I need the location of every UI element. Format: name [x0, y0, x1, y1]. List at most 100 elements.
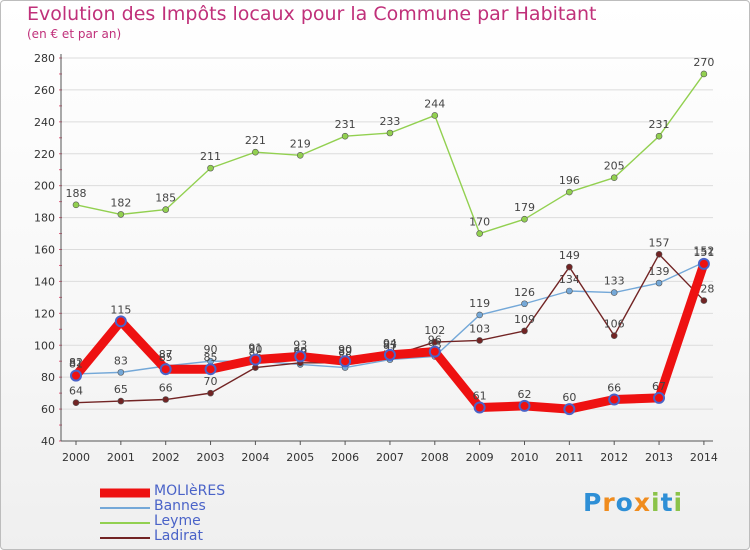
- logo-letter: i: [673, 488, 684, 517]
- data-label-moli-res: 94: [383, 337, 397, 350]
- x-tick-label: 2002: [152, 451, 180, 464]
- line-chart: 40 60 80 100 120 140 160 180 200 220 240 260 280 2000…: [34, 52, 718, 464]
- legend-label: Bannes: [154, 498, 206, 514]
- y-tick-label: 260: [34, 84, 55, 97]
- x-tick-label: 2006: [331, 451, 359, 464]
- data-point-ladirat: [117, 397, 125, 405]
- data-label-ladirat: 106: [604, 318, 625, 331]
- data-label-leyme: 170: [469, 216, 490, 229]
- data-label-moli-res: 96: [428, 334, 442, 347]
- data-point-moli-res: [608, 393, 621, 406]
- y-tick-label: 160: [34, 244, 55, 257]
- data-point-leyme: [162, 206, 169, 213]
- data-label-moli-res: 93: [293, 338, 307, 351]
- logo-letter: o: [615, 488, 634, 517]
- data-point-moli-res: [428, 345, 441, 358]
- data-label-ladirat: 66: [159, 382, 173, 395]
- y-tick-label: 120: [34, 307, 55, 320]
- data-point-moli-res: [114, 315, 127, 328]
- legend-item-ladirat: Ladirat: [100, 528, 300, 545]
- data-label-leyme: 179: [514, 201, 535, 214]
- x-tick-label: 2011: [555, 451, 583, 464]
- data-point-ladirat: [655, 250, 663, 258]
- y-tick-label: 200: [34, 180, 55, 193]
- y-tick-label: 240: [34, 116, 55, 129]
- data-point-ladirat: [566, 263, 573, 271]
- data-label-leyme: 188: [66, 187, 87, 200]
- legend-label: Leyme: [154, 513, 201, 529]
- data-point-moli-res: [339, 355, 352, 368]
- x-tick-label: 2010: [511, 451, 539, 464]
- y-tick-label: 140: [34, 275, 55, 288]
- data-point-leyme: [296, 152, 304, 159]
- data-point-leyme: [610, 174, 618, 181]
- data-point-bannes: [566, 287, 573, 295]
- x-tick-label: 2008: [421, 451, 449, 464]
- data-point-leyme: [476, 230, 483, 237]
- data-label-moli-res: 61: [473, 389, 487, 402]
- data-label-moli-res: 62: [518, 388, 532, 401]
- data-point-moli-res: [473, 401, 486, 414]
- logo-letter: r: [602, 488, 616, 517]
- logo-letter: x: [633, 488, 651, 517]
- data-point-leyme: [207, 164, 214, 172]
- data-point-leyme: [341, 132, 349, 140]
- legend-item-bannes: Bannes: [100, 498, 300, 515]
- data-label-moli-res: 60: [562, 391, 576, 404]
- data-point-moli-res: [653, 391, 666, 404]
- data-label-bannes: 90: [204, 343, 218, 356]
- x-tick-label: 2013: [645, 451, 673, 464]
- y-tick-label: 80: [41, 371, 55, 384]
- data-point-ladirat: [700, 297, 708, 304]
- logo-letter: P: [583, 488, 603, 517]
- legend-swatch: [100, 506, 150, 509]
- legend-label: Ladirat: [154, 528, 203, 544]
- data-label-ladirat: 102: [424, 324, 445, 337]
- x-tick-label: 2000: [62, 451, 90, 464]
- data-label-leyme: 205: [604, 160, 625, 173]
- data-label-leyme: 221: [245, 134, 266, 147]
- legend-swatch: [100, 521, 150, 524]
- data-label-ladirat: 89: [338, 345, 352, 358]
- data-point-moli-res: [249, 353, 262, 366]
- data-label-leyme: 244: [424, 97, 445, 110]
- chart-title: Evolution des Impôts locaux pour la Comm…: [27, 3, 597, 25]
- data-point-moli-res: [159, 363, 172, 376]
- data-label-bannes: 119: [469, 297, 490, 310]
- data-point-ladirat: [72, 399, 80, 407]
- data-label-leyme: 231: [335, 118, 356, 131]
- data-label-leyme: 219: [290, 137, 311, 150]
- logo-letter: i: [651, 488, 661, 517]
- data-label-bannes: 139: [649, 265, 670, 278]
- legend-item-moli-res: MOLIèRES: [100, 483, 300, 500]
- x-tick-label: 2004: [241, 451, 269, 464]
- data-label-leyme: 231: [649, 118, 670, 131]
- data-point-leyme: [566, 188, 573, 196]
- data-point-bannes: [117, 369, 125, 376]
- data-point-leyme: [521, 215, 528, 223]
- legend: MOLIèRES Bannes Leyme Ladirat: [100, 483, 300, 545]
- data-label-ladirat: 65: [114, 383, 128, 396]
- data-point-moli-res: [294, 350, 307, 363]
- data-point-leyme: [700, 70, 708, 78]
- x-tick-label: 2001: [107, 451, 135, 464]
- x-tick-label: 2003: [197, 451, 225, 464]
- data-label-moli-res: 91: [248, 342, 262, 355]
- x-tick-label: 2009: [466, 451, 494, 464]
- data-label-ladirat: 103: [469, 322, 490, 335]
- data-point-ladirat: [521, 327, 528, 335]
- data-label-bannes: 90: [248, 343, 262, 356]
- x-tick-label: 2012: [600, 451, 628, 464]
- data-label-moli-res: 81: [69, 358, 83, 371]
- data-point-leyme: [386, 129, 394, 137]
- data-point-leyme: [252, 148, 259, 156]
- data-point-bannes: [655, 279, 663, 287]
- data-label-moli-res: 115: [110, 303, 131, 316]
- data-label-bannes: 83: [114, 354, 128, 367]
- data-label-bannes: 126: [514, 286, 535, 299]
- data-label-leyme: 233: [379, 115, 400, 128]
- data-label-leyme: 270: [693, 56, 714, 69]
- data-point-bannes: [610, 289, 618, 296]
- data-label-leyme: 182: [110, 196, 131, 209]
- data-point-bannes: [476, 311, 483, 319]
